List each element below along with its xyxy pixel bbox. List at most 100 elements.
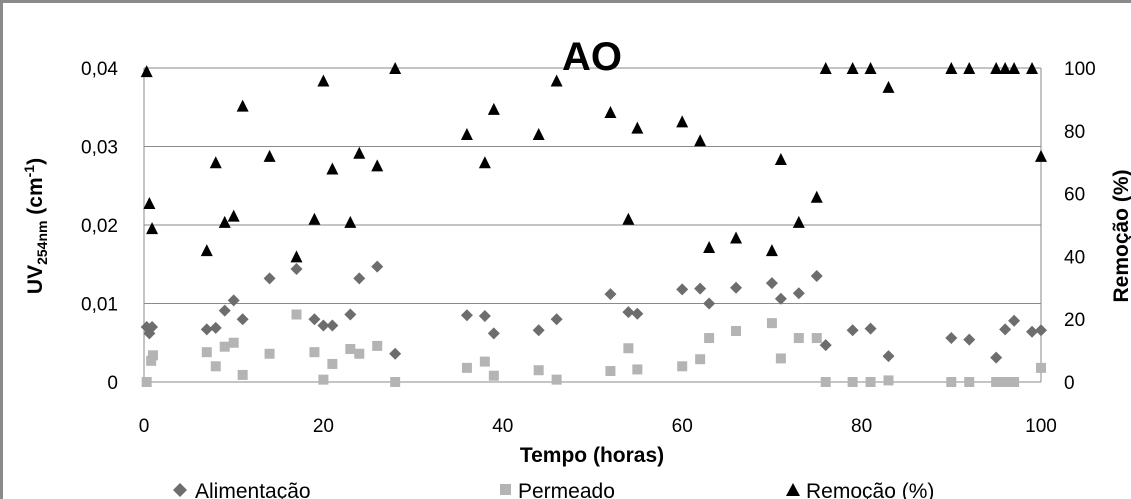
point-triangle — [1026, 62, 1039, 74]
y-tick-label: 0 — [107, 373, 118, 394]
point-square — [264, 348, 275, 359]
y-axis-title-close: ) — [24, 158, 47, 165]
point-triangle — [819, 62, 832, 74]
point-diamond — [846, 324, 859, 337]
point-square — [488, 370, 499, 381]
x-tick-label: 40 — [492, 416, 513, 437]
point-square — [820, 377, 831, 387]
point-square — [847, 377, 858, 387]
point-square — [318, 374, 329, 385]
point-square — [632, 364, 643, 375]
legend-square-icon — [500, 484, 511, 495]
x-axis-title: Tempo (horas) — [520, 444, 664, 467]
point-square — [479, 356, 490, 367]
y-axis-title-unit: (cm — [24, 177, 47, 220]
point-triangle — [371, 159, 384, 172]
point-diamond — [227, 294, 240, 307]
legend-label-permeado: Permeado — [518, 480, 615, 499]
y-axis-ticks: 0 0,01 0,02 0,03 0,04 — [81, 59, 118, 394]
point-diamond — [317, 319, 330, 332]
point-diamond — [945, 332, 958, 345]
point-square — [345, 344, 356, 355]
point-square — [793, 333, 804, 344]
legend-triangle-icon — [786, 483, 800, 496]
point-diamond — [236, 313, 249, 326]
point-square — [390, 377, 401, 387]
y2-tick-label: 0 — [1064, 373, 1075, 394]
point-square — [219, 341, 230, 352]
point-diamond — [774, 292, 787, 305]
point-triangle — [532, 127, 545, 140]
point-diamond — [1035, 324, 1047, 337]
point-triangle — [846, 62, 859, 74]
point-triangle — [810, 190, 823, 203]
legend-label-alimentacao: Alimentação — [195, 480, 311, 499]
point-triangle — [1035, 149, 1047, 162]
legend: Alimentação Permeado Remoção (%) — [173, 480, 934, 499]
chart-title: AO — [562, 35, 622, 79]
point-square — [605, 366, 616, 377]
point-square — [964, 377, 975, 387]
point-square — [865, 377, 876, 387]
point-square — [327, 358, 338, 369]
point-square — [146, 355, 157, 366]
point-diamond — [389, 347, 402, 360]
point-diamond — [819, 339, 832, 352]
point-triangle — [326, 162, 339, 175]
point-triangle — [631, 121, 644, 134]
point-triangle — [765, 244, 778, 257]
point-triangle — [882, 80, 895, 93]
point-square — [201, 347, 212, 358]
point-square — [533, 365, 544, 376]
point-triangle — [308, 212, 321, 225]
point-diamond — [371, 260, 384, 273]
point-square — [372, 340, 383, 351]
point-diamond — [263, 272, 276, 285]
point-diamond — [999, 323, 1012, 336]
point-square — [291, 309, 302, 320]
point-triangle — [146, 222, 159, 235]
point-diamond — [460, 309, 473, 322]
point-diamond — [353, 272, 366, 285]
y2-axis-ticks: 0 20 40 60 80 100 — [1064, 59, 1096, 394]
point-triangle — [774, 153, 787, 166]
y2-tick-label: 100 — [1064, 59, 1096, 80]
point-diamond — [703, 297, 716, 310]
point-square — [228, 337, 239, 348]
point-triangle — [487, 102, 500, 115]
point-diamond — [308, 313, 321, 326]
point-triangle — [550, 74, 563, 87]
legend-diamond-icon — [173, 483, 187, 497]
point-diamond — [622, 306, 635, 319]
point-square — [883, 375, 894, 386]
x-axis-ticks: 0 20 40 60 80 100 — [139, 416, 1057, 437]
point-diamond — [792, 287, 805, 300]
point-triangle — [622, 212, 635, 225]
point-square — [147, 350, 158, 361]
point-diamond — [218, 304, 231, 317]
y2-tick-label: 40 — [1064, 247, 1085, 268]
point-diamond — [344, 308, 357, 321]
point-square — [210, 361, 221, 372]
x-tick-label: 0 — [139, 416, 150, 437]
series-square — [141, 309, 1046, 387]
y-axis-title: UV254nm (cm-1) — [21, 158, 50, 294]
point-square — [1036, 362, 1046, 373]
point-diamond — [550, 313, 563, 326]
point-square — [775, 353, 786, 364]
series-triangle — [140, 62, 1047, 263]
y-tick-label: 0,04 — [81, 59, 118, 80]
point-diamond — [1026, 325, 1039, 338]
point-triangle — [140, 65, 153, 78]
point-square — [766, 318, 777, 329]
point-triangle — [236, 99, 249, 112]
point-triangle — [604, 105, 617, 118]
y2-tick-label: 60 — [1064, 185, 1085, 206]
point-triangle — [990, 62, 1003, 74]
point-triangle — [703, 240, 716, 253]
data-marks — [140, 62, 1047, 387]
y-axis-title-superscript: -1 — [21, 165, 37, 178]
y-tick-label: 0,02 — [81, 216, 118, 237]
